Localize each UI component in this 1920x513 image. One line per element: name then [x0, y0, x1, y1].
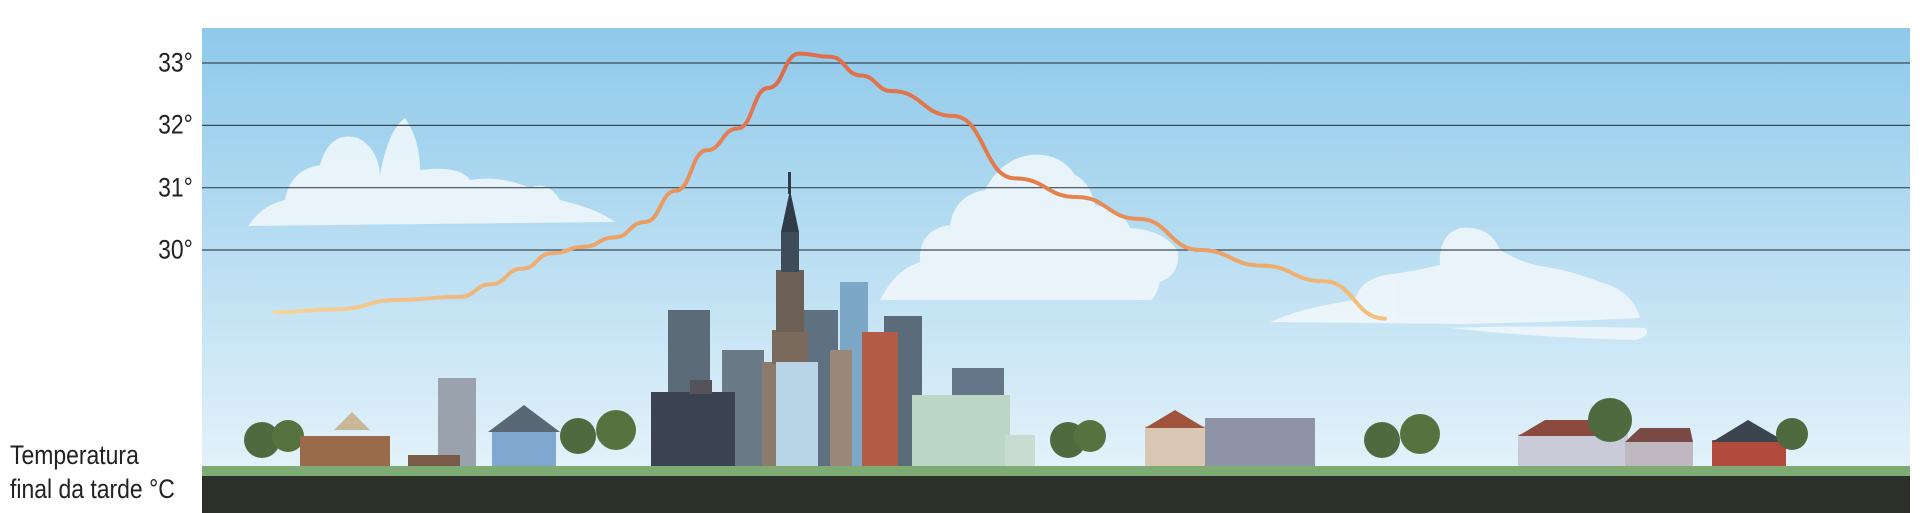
cloud-left — [248, 118, 615, 226]
y-tick-label-30: 30° — [158, 234, 193, 265]
cloud-right — [1270, 227, 1648, 340]
trees-and-houses — [244, 378, 1808, 468]
y-tick-label-33: 33° — [158, 47, 193, 78]
city-skyline — [651, 172, 1035, 468]
ground — [202, 476, 1910, 513]
y-tick-label-32: 32° — [158, 109, 193, 140]
y-axis-label: Temperatura final da tarde °C — [10, 440, 175, 504]
grass-strip — [202, 466, 1910, 476]
y-tick-label-31: 31° — [158, 172, 193, 203]
cloud-middle — [880, 154, 1179, 300]
grid — [202, 62, 1910, 251]
temperature-line — [273, 51, 1387, 321]
